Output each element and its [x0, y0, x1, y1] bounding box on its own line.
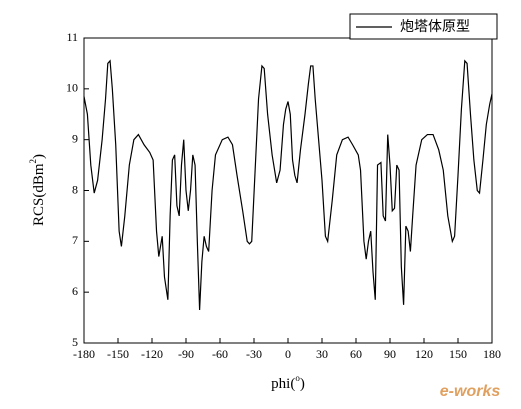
y-label-sup: 2: [28, 159, 38, 164]
y-tick-label: 6: [72, 284, 78, 298]
y-tick-label: 9: [72, 131, 78, 145]
x-tick-label: 30: [316, 347, 328, 361]
y-tick-label: 8: [72, 182, 78, 196]
x-tick-label: 0: [285, 347, 291, 361]
y-tick-label: 10: [66, 81, 78, 95]
y-tick-label: 7: [72, 233, 78, 247]
x-label-text: phi(: [271, 376, 295, 392]
data-line: [83, 59, 493, 310]
y-label-end: ): [31, 154, 47, 159]
x-label-end: ): [300, 376, 305, 392]
x-label-sup: o: [295, 373, 300, 383]
x-tick-label: 120: [415, 347, 433, 361]
x-tick-label: 150: [449, 347, 467, 361]
y-tick-label: 11: [66, 30, 78, 44]
x-tick-label: -60: [212, 347, 228, 361]
y-tick-label: 5: [72, 335, 78, 349]
legend-label: 炮塔体原型: [400, 19, 470, 35]
x-tick-label: -30: [246, 347, 262, 361]
x-tick-label: 60: [350, 347, 362, 361]
x-tick-label: -180: [73, 347, 95, 361]
x-axis-label: phi(o): [271, 373, 305, 392]
x-tick-label: 90: [384, 347, 396, 361]
y-label-text: RCS(dBm: [31, 163, 47, 226]
watermark: e-works: [440, 383, 501, 400]
plot-frame: [83, 37, 493, 344]
x-tick-label: 180: [483, 347, 501, 361]
x-tick-label: -150: [107, 347, 129, 361]
x-tick-label: -90: [178, 347, 194, 361]
x-tick-label: -120: [141, 347, 163, 361]
y-axis-label: RCS(dBm2): [28, 154, 47, 226]
